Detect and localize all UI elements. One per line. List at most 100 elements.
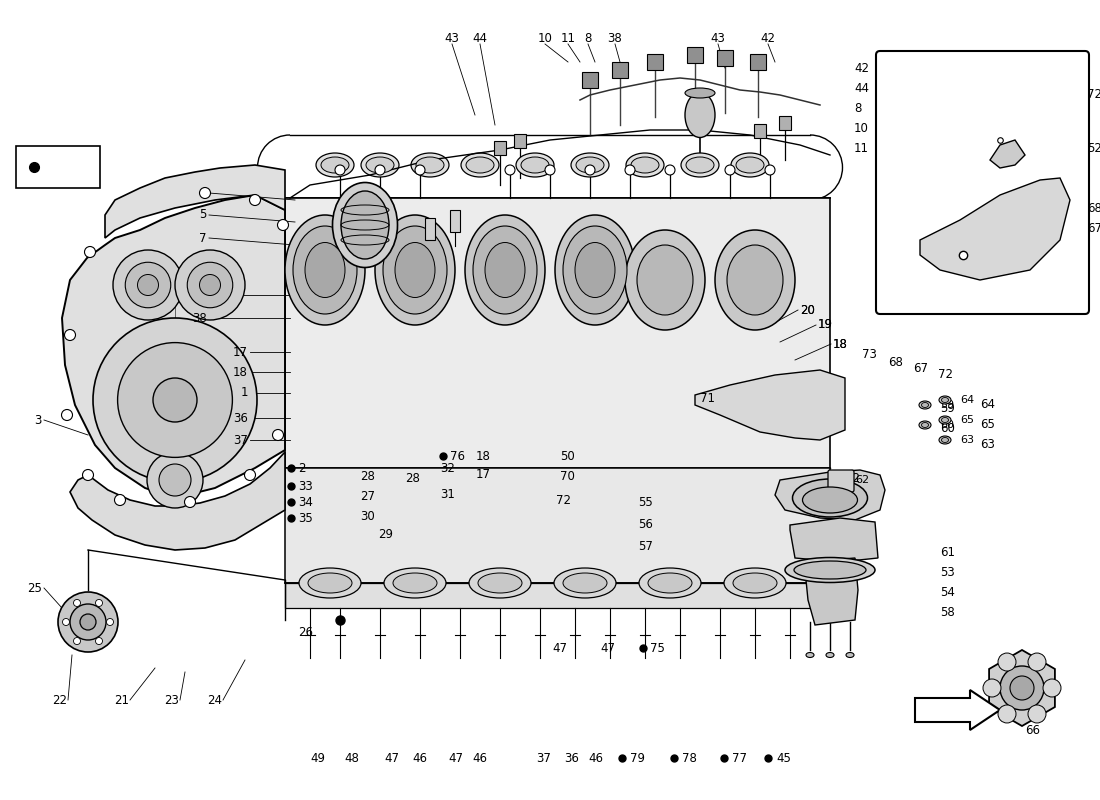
Text: 52: 52	[1087, 142, 1100, 154]
Bar	[717, 50, 733, 66]
Bar	[450, 210, 460, 232]
Circle shape	[1010, 676, 1034, 700]
Text: 22: 22	[53, 694, 67, 706]
Text: 60: 60	[940, 420, 954, 430]
Bar	[582, 72, 598, 88]
Text: 24: 24	[208, 694, 222, 706]
Text: 63: 63	[980, 438, 994, 450]
Ellipse shape	[321, 157, 349, 173]
Text: 44: 44	[473, 31, 487, 45]
Bar	[754, 124, 766, 138]
Text: 10: 10	[854, 122, 869, 134]
Ellipse shape	[575, 242, 615, 298]
Text: 39: 39	[192, 289, 207, 302]
Circle shape	[96, 638, 102, 645]
Text: 50: 50	[560, 450, 574, 462]
Text: 34: 34	[298, 495, 312, 509]
Bar	[612, 62, 628, 78]
Text: 77: 77	[732, 751, 747, 765]
Text: 42: 42	[854, 62, 869, 74]
Text: 29: 29	[378, 527, 393, 541]
Circle shape	[1028, 653, 1046, 671]
Text: 72: 72	[1087, 87, 1100, 101]
Text: 64: 64	[960, 395, 975, 405]
Ellipse shape	[922, 402, 928, 407]
Circle shape	[82, 470, 94, 481]
Text: 31: 31	[440, 487, 455, 501]
Ellipse shape	[411, 153, 449, 177]
Ellipse shape	[299, 568, 361, 598]
Ellipse shape	[942, 438, 948, 442]
Ellipse shape	[416, 157, 444, 173]
Text: 79: 79	[630, 751, 645, 765]
Circle shape	[415, 165, 425, 175]
Circle shape	[185, 497, 196, 507]
Circle shape	[74, 599, 80, 606]
Circle shape	[113, 250, 183, 320]
Circle shape	[764, 165, 776, 175]
Ellipse shape	[794, 561, 866, 579]
Circle shape	[336, 165, 345, 175]
Bar	[425, 218, 435, 240]
Circle shape	[160, 464, 191, 496]
Ellipse shape	[736, 157, 764, 173]
Ellipse shape	[685, 88, 715, 98]
Polygon shape	[790, 518, 878, 562]
Ellipse shape	[918, 421, 931, 429]
Ellipse shape	[639, 568, 701, 598]
Circle shape	[114, 494, 125, 506]
Ellipse shape	[361, 153, 399, 177]
Ellipse shape	[521, 157, 549, 173]
Circle shape	[187, 262, 233, 308]
Circle shape	[153, 378, 197, 422]
Text: 69: 69	[938, 75, 953, 89]
Text: 38: 38	[607, 31, 623, 45]
Ellipse shape	[626, 153, 664, 177]
Text: 32: 32	[440, 462, 455, 474]
Ellipse shape	[942, 418, 948, 422]
Text: = 1: = 1	[48, 160, 73, 174]
Circle shape	[63, 618, 69, 626]
Text: 59: 59	[940, 402, 955, 414]
Text: 67: 67	[913, 362, 928, 374]
Text: 75: 75	[650, 642, 664, 654]
Ellipse shape	[648, 573, 692, 593]
Circle shape	[1043, 679, 1062, 697]
Ellipse shape	[939, 436, 952, 444]
Ellipse shape	[395, 242, 434, 298]
Polygon shape	[695, 370, 845, 440]
Circle shape	[70, 604, 106, 640]
Text: 73: 73	[938, 94, 953, 106]
Text: 43: 43	[444, 31, 460, 45]
Ellipse shape	[478, 573, 522, 593]
Ellipse shape	[485, 242, 525, 298]
Ellipse shape	[685, 93, 715, 138]
Bar	[647, 54, 663, 70]
Text: 70: 70	[560, 470, 575, 482]
Text: 55: 55	[638, 495, 652, 509]
Circle shape	[199, 187, 210, 198]
Ellipse shape	[576, 157, 604, 173]
Ellipse shape	[631, 157, 659, 173]
Ellipse shape	[293, 226, 358, 314]
Text: 18: 18	[833, 338, 848, 350]
Text: 47: 47	[385, 751, 399, 765]
Text: 2: 2	[298, 462, 306, 474]
Ellipse shape	[806, 653, 814, 658]
Ellipse shape	[942, 398, 948, 402]
Ellipse shape	[826, 653, 834, 658]
Circle shape	[666, 165, 675, 175]
Text: 1: 1	[241, 386, 248, 399]
Text: 18: 18	[233, 366, 248, 378]
Text: 28: 28	[360, 470, 375, 482]
Text: 61: 61	[940, 546, 955, 558]
Text: 27: 27	[360, 490, 375, 502]
Ellipse shape	[681, 153, 719, 177]
Text: 38: 38	[192, 311, 207, 325]
Text: 48: 48	[344, 751, 360, 765]
Circle shape	[65, 330, 76, 341]
Circle shape	[118, 342, 232, 458]
Circle shape	[147, 452, 204, 508]
Text: 20: 20	[800, 303, 815, 317]
FancyBboxPatch shape	[16, 146, 100, 188]
